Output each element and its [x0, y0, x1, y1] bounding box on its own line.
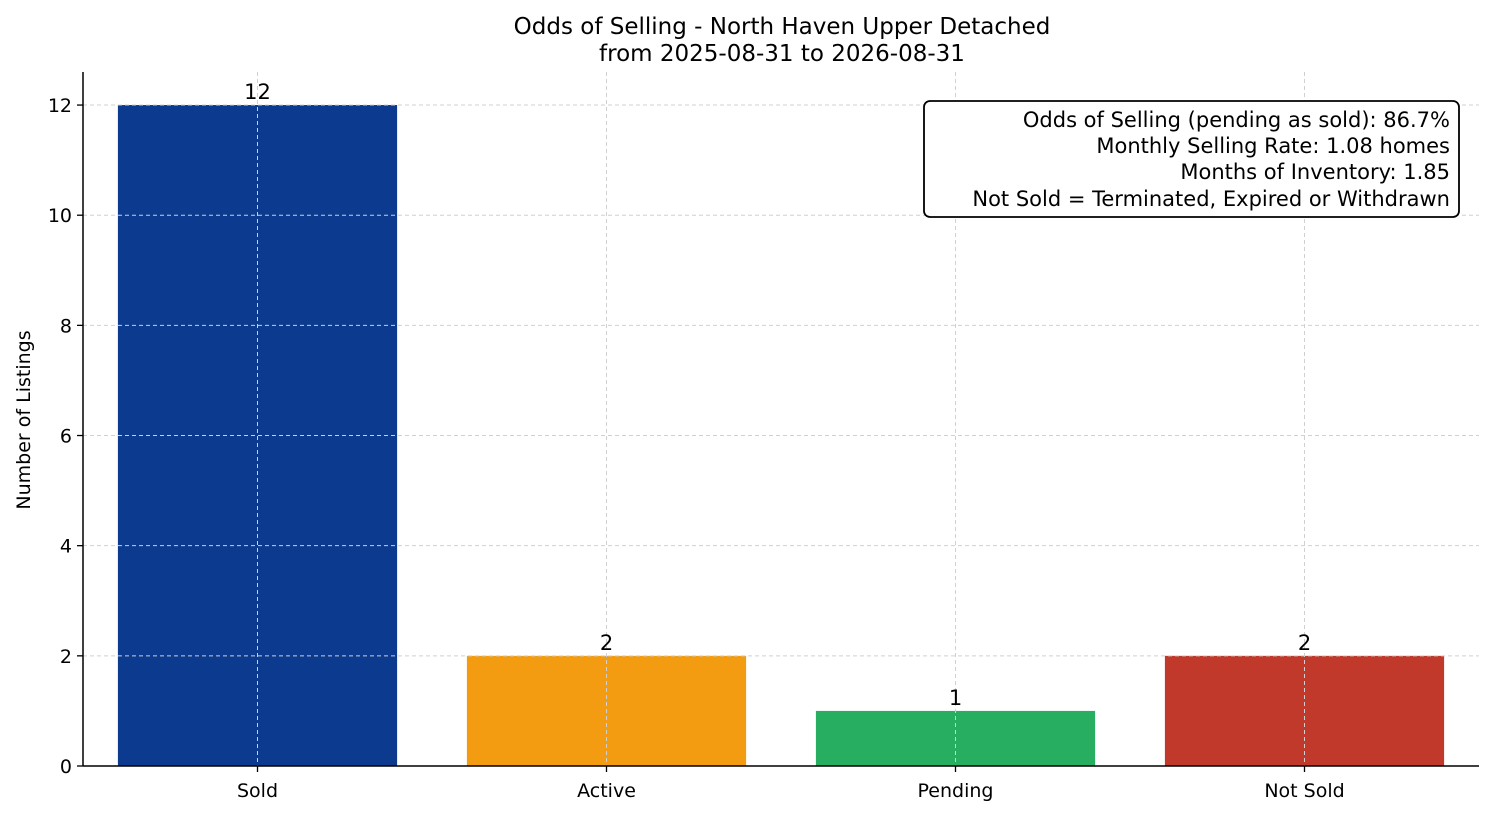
axes: [82, 72, 1479, 767]
bar-value-label: 1: [949, 686, 962, 710]
bar-value-label: 12: [244, 80, 271, 104]
bar-value-label: 2: [1298, 631, 1311, 655]
y-tick-label: 12: [48, 95, 72, 117]
y-tick-label: 8: [60, 315, 72, 337]
annotation-frame: [923, 100, 1460, 218]
annotation-selling-rate: Monthly Selling Rate: 1.08 homes: [1096, 134, 1450, 158]
y-tick-label: 6: [60, 426, 72, 448]
x-tick-label: Not Sold: [1264, 780, 1344, 802]
y-tick-label: 0: [60, 756, 72, 778]
x-ticks: Sold Active Pending Not Sold: [237, 766, 1345, 802]
x-tick-label: Active: [577, 780, 636, 802]
y-tick-label: 2: [60, 646, 72, 668]
x-tick-label: Sold: [237, 780, 278, 802]
annotation-months-inventory: Months of Inventory: 1.85: [1180, 160, 1450, 184]
y-ticks: 0 2 4 6 8 10 12: [48, 95, 83, 778]
annotation-odds: Odds of Selling (pending as sold): 86.7%: [1023, 108, 1450, 132]
y-tick-label: 4: [60, 536, 72, 558]
chart-title: Odds of Selling - North Haven Upper Deta…: [514, 14, 1051, 40]
stats-annotation-box: Odds of Selling (pending as sold): 86.7%…: [923, 100, 1460, 218]
y-tick-label: 10: [48, 205, 72, 227]
chart-subtitle: from 2025-08-31 to 2026-08-31: [599, 41, 965, 67]
bar-sold: [117, 105, 398, 767]
y-axis-label: Number of Listings: [13, 330, 35, 509]
bar-value-label: 2: [600, 631, 613, 655]
annotation-not-sold-note: Not Sold = Terminated, Expired or Withdr…: [972, 187, 1450, 211]
x-tick-label: Pending: [918, 780, 994, 802]
